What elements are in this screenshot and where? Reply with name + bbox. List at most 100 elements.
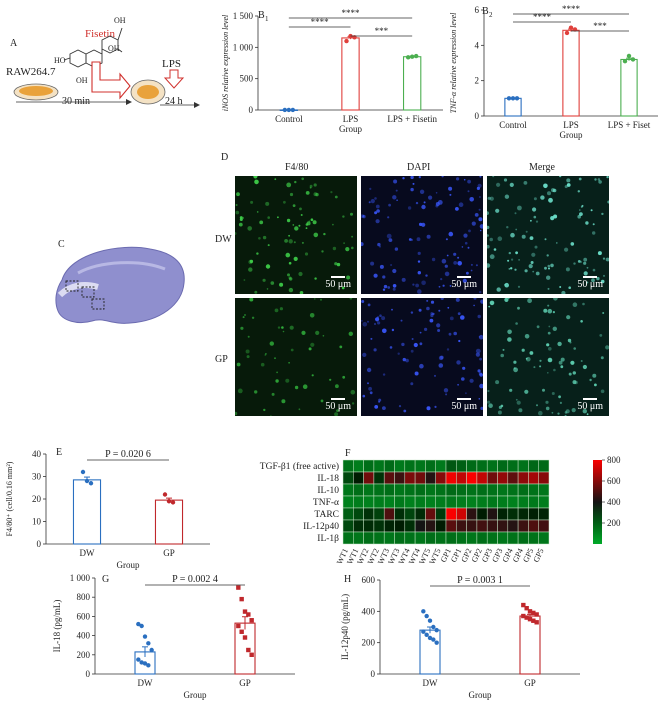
cell-signal xyxy=(448,231,454,237)
cell-signal xyxy=(334,195,338,199)
cell-signal xyxy=(311,374,314,377)
cell-signal xyxy=(367,303,371,307)
cell-signal xyxy=(449,193,452,196)
x-axis-label: Group xyxy=(117,560,140,570)
cell-signal xyxy=(497,410,502,415)
cell-signal xyxy=(379,245,381,248)
x-axis-label: Group xyxy=(469,690,492,700)
cell-signal xyxy=(308,347,312,351)
cell-signal xyxy=(419,342,423,346)
cell-signal xyxy=(530,219,532,222)
heatmap-cell xyxy=(466,531,478,545)
micrograph-texture xyxy=(487,298,609,416)
heatmap-cell xyxy=(528,483,539,497)
cell-signal xyxy=(346,275,351,280)
cell-signal xyxy=(408,238,412,241)
cell-signal xyxy=(523,181,528,185)
cell-signal xyxy=(410,311,414,314)
cell-signal xyxy=(286,218,291,223)
data-point xyxy=(510,96,516,101)
cell-signal xyxy=(449,285,452,287)
cell-signal xyxy=(597,251,602,256)
data-point xyxy=(286,107,292,113)
data-point xyxy=(162,492,168,497)
cell-signal xyxy=(329,378,332,381)
heatmap-cell xyxy=(435,471,447,485)
cell-signal xyxy=(320,399,324,403)
y-tick-label: 20 xyxy=(32,494,42,504)
bar xyxy=(620,58,638,117)
cell-signal xyxy=(342,215,345,218)
cell-signal xyxy=(265,264,271,269)
cell-signal xyxy=(277,216,279,219)
cell-signal xyxy=(388,238,393,242)
cell-signal xyxy=(455,298,460,302)
cell-signal xyxy=(504,283,506,286)
cell-signal xyxy=(487,234,489,237)
panel-c: C xyxy=(0,225,215,355)
panel-e: E 0 10 20 30 40 F4/80⁺ (cell/0.16 mm²) DW GP Grou… xyxy=(0,440,215,570)
data-point xyxy=(236,623,241,629)
heatmap-cell xyxy=(435,495,447,509)
heatmap-cell xyxy=(383,459,395,473)
cell-signal xyxy=(335,384,339,389)
cell-signal xyxy=(310,342,315,347)
heatmap-cell xyxy=(425,483,436,497)
p-value-label: P = 0.002 4 xyxy=(172,574,218,585)
heatmap-cell xyxy=(466,507,478,521)
cell-signal xyxy=(583,271,588,276)
heatmap-cell xyxy=(425,519,436,533)
y-tick-label: 10 xyxy=(32,517,42,527)
y-tick-label: 1 000 xyxy=(70,573,91,583)
data-point xyxy=(427,635,433,641)
cell-signal xyxy=(500,353,504,358)
data-point xyxy=(84,478,90,484)
cell-signal xyxy=(475,348,481,354)
cell-signal xyxy=(332,223,334,226)
cell-signal xyxy=(412,182,415,185)
cell-signal xyxy=(293,256,298,261)
cell-signal xyxy=(557,412,560,415)
cell-signal xyxy=(334,412,339,416)
cell-signal xyxy=(594,178,597,181)
micrograph-dw-dapi: 50 μm xyxy=(361,176,483,294)
cell-signal xyxy=(395,189,398,192)
heatmap-cell xyxy=(373,483,385,497)
cell-signal xyxy=(461,246,464,248)
cell-signal xyxy=(361,320,363,322)
cell-signal xyxy=(351,402,355,405)
cell-signal xyxy=(467,246,470,249)
cell-signal xyxy=(386,233,392,239)
cell-signal xyxy=(564,247,569,252)
cell-signal xyxy=(308,220,311,223)
y-axis-label: TNF-α relative expression level xyxy=(449,12,458,113)
bar xyxy=(504,97,522,117)
micrograph-texture xyxy=(361,298,483,413)
data-point xyxy=(506,96,512,101)
cell-signal xyxy=(235,232,237,235)
panel-d: D F4/80 DAPI Merge DW GP 50 μm 50 μm 50 … xyxy=(215,148,660,423)
x-axis-label: Group xyxy=(560,130,583,140)
cell-signal xyxy=(514,268,517,271)
cell-signal xyxy=(298,271,303,277)
cell-signal xyxy=(263,408,266,412)
cell-signal xyxy=(547,308,553,314)
cell-signal xyxy=(594,383,597,387)
cell-signal xyxy=(238,222,243,227)
heatmap-cell xyxy=(353,471,364,485)
cell-signal xyxy=(426,299,429,302)
cell-signal xyxy=(390,264,393,266)
x-axis-label: Group xyxy=(339,124,362,134)
cell-signal xyxy=(516,400,521,405)
cell-signal xyxy=(246,355,250,359)
cell-signal xyxy=(583,261,587,265)
cell-signal xyxy=(244,314,246,316)
cell-signal xyxy=(235,210,240,215)
data-point xyxy=(409,54,415,59)
heatmap-cell xyxy=(476,495,488,509)
heatmap-cell xyxy=(425,495,436,509)
cell-signal xyxy=(294,180,297,184)
data-point xyxy=(249,652,254,657)
cell-signal xyxy=(265,201,270,206)
cell-signal xyxy=(429,318,434,323)
